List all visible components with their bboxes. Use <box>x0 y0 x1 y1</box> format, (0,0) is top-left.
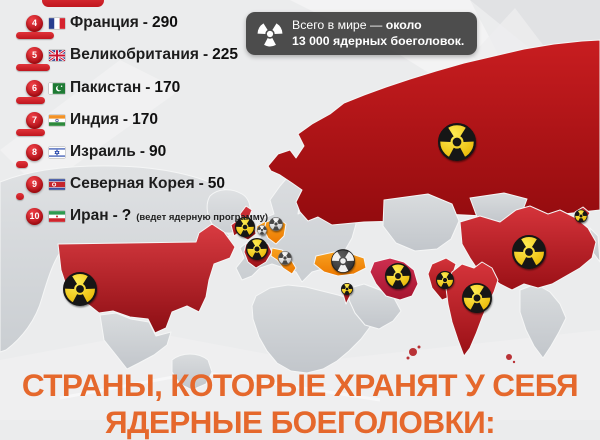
flag-france-icon <box>49 18 65 29</box>
list-item-north-korea: 9 Северная Корея-50 <box>26 168 225 200</box>
israel-radiation-icon <box>341 283 353 294</box>
flag-iran-icon <box>49 211 65 222</box>
list-item-india: 7 Индия-170 <box>26 104 158 136</box>
country-name: Северная Корея <box>70 175 195 193</box>
world-total-badge: Всего в мире — около 13 000 ядерных боег… <box>246 12 477 55</box>
warhead-count: 170 <box>132 111 158 129</box>
flag-uk-icon <box>49 50 65 61</box>
warhead-count: 50 <box>208 175 225 193</box>
rank-badge: 10 <box>26 208 43 225</box>
value-bar <box>16 193 24 200</box>
value-bar <box>16 97 45 104</box>
country-name: Иран <box>70 207 109 225</box>
rank-badge: 4 <box>26 15 43 32</box>
warhead-count: ? <box>122 207 131 225</box>
iran-program-note: (ведет ядерную программу) <box>136 212 268 223</box>
india-radiation-icon <box>462 284 493 312</box>
warhead-count: 290 <box>152 14 178 32</box>
country-name: Пакистан <box>70 79 141 97</box>
title-line2: ЯДЕРНЫЕ БОЕГОЛОВКИ: <box>0 404 600 440</box>
china-radiation-icon <box>512 236 547 268</box>
warhead-count: 170 <box>154 79 180 97</box>
value-bar <box>16 161 28 168</box>
germany-radiation-icon <box>269 217 283 230</box>
rank-badge: 7 <box>26 112 43 129</box>
flag-pakistan-icon <box>49 83 65 94</box>
italy-radiation-icon <box>278 251 292 264</box>
value-bar <box>16 64 50 71</box>
rank-badge: 6 <box>26 80 43 97</box>
country-name: Индия <box>70 111 119 129</box>
country-name: Франция <box>70 14 139 32</box>
badge-line1: Всего в мире — <box>292 18 386 32</box>
north-korea-radiation-icon <box>574 210 587 222</box>
list-item-uk: 5 Великобритания-225 <box>26 39 238 71</box>
list-item-france: 4 Франция-290 <box>26 7 178 39</box>
value-bar <box>16 129 45 136</box>
value-bar <box>16 32 54 39</box>
rank-badge: 9 <box>26 176 43 193</box>
list-item-iran: 10 Иран-?(ведет ядерную программу) <box>26 200 268 232</box>
badge-line2: 13 000 ядерных боеголовок. <box>292 34 464 48</box>
flag-israel-icon <box>49 147 65 158</box>
france-radiation-icon <box>246 239 268 260</box>
country-name: Великобритания <box>70 46 199 64</box>
turkey-radiation-icon <box>331 250 355 273</box>
list-item-israel: 8 Израиль-90 <box>26 136 166 168</box>
radiation-icon <box>256 20 284 48</box>
russia-radiation-icon <box>438 124 477 160</box>
warhead-count: 90 <box>149 143 166 161</box>
country-name: Израиль <box>70 143 136 161</box>
iran-radiation-icon <box>385 264 411 288</box>
flag-india-icon <box>49 115 65 126</box>
rank-badge: 5 <box>26 47 43 64</box>
world-total-text: Всего в мире — около 13 000 ядерных боег… <box>292 18 464 49</box>
pakistan-radiation-icon <box>436 272 454 289</box>
infographic-root: { "badge": { "line1_regular": "Всего в м… <box>0 0 600 420</box>
map-country-kazakhstan <box>383 194 459 251</box>
list-item-pakistan: 6 Пакистан-170 <box>26 72 180 104</box>
rank-badge: 8 <box>26 144 43 161</box>
usa-radiation-icon <box>63 273 98 305</box>
title-line1: СТРАНЫ, КОТОРЫЕ ХРАНЯТ У СЕБЯ <box>0 367 600 404</box>
flag-north-korea-icon <box>49 179 65 190</box>
rank3-bar-cutoff <box>42 0 104 7</box>
page-title: СТРАНЫ, КОТОРЫЕ ХРАНЯТ У СЕБЯ ЯДЕРНЫЕ БО… <box>0 367 600 440</box>
warhead-count: 225 <box>212 46 238 64</box>
